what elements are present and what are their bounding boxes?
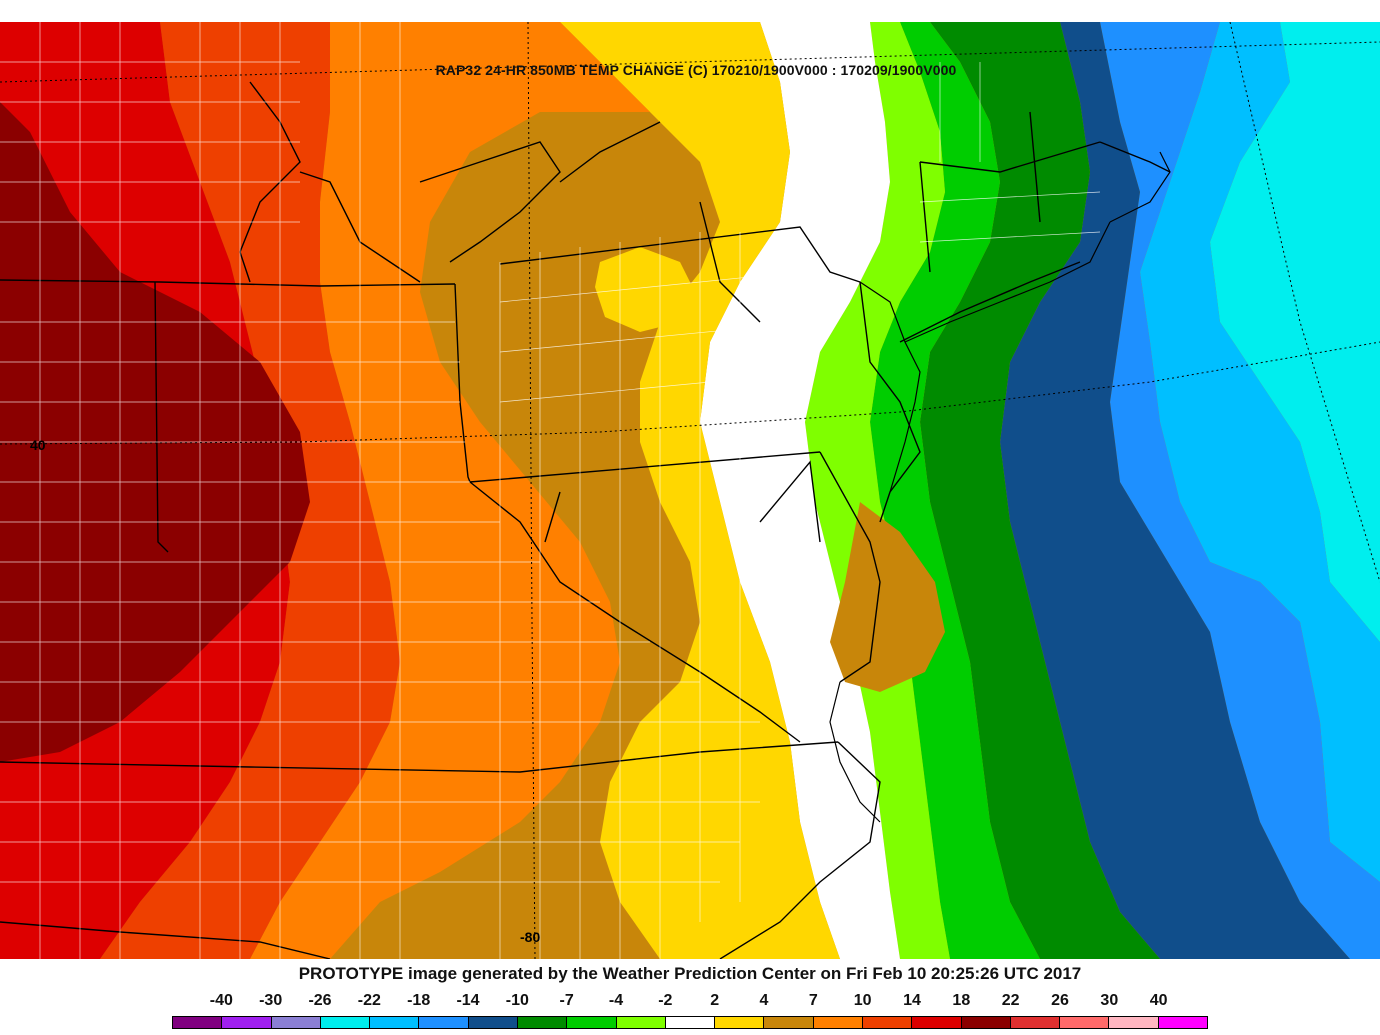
county-boundaries <box>0 22 1101 959</box>
map-title: RAP32 24-HR 850MB TEMP CHANGE (C) 170210… <box>435 62 957 78</box>
map-panel: 40 -80 RAP32 24-HR 850MB TEMP CHANGE (C)… <box>0 22 1380 959</box>
band-cyan <box>1210 22 1380 642</box>
footer-text: PROTOTYPE image generated by the Weather… <box>298 964 1082 983</box>
legend-label: -2 <box>658 992 673 1009</box>
lat-lon-grid <box>0 22 1380 959</box>
band-orange <box>250 22 650 959</box>
legend-swatch <box>665 1017 716 1028</box>
legend-label: 4 <box>759 992 769 1009</box>
legend-swatch <box>173 1017 223 1028</box>
legend-color-bar <box>172 1016 1208 1029</box>
band-deepskyblue <box>1140 22 1380 882</box>
band-redorange <box>100 22 400 959</box>
coastline <box>829 151 1171 823</box>
legend-label: 7 <box>808 992 818 1009</box>
legend-swatch <box>370 1017 420 1028</box>
band-green <box>870 22 1040 959</box>
temperature-change-map: 40 -80 <box>0 22 1380 959</box>
legend-swatch <box>715 1017 765 1028</box>
band-darkgreen <box>920 22 1160 959</box>
band-dodgerblue <box>1100 22 1380 959</box>
band-navy <box>1000 22 1350 959</box>
legend-swatch <box>1109 1017 1159 1028</box>
legend-label: -4 <box>608 992 624 1009</box>
band-white <box>700 22 900 959</box>
legend-label: -30 <box>259 992 283 1009</box>
legend-label: -18 <box>407 992 431 1009</box>
legend-swatch <box>222 1017 272 1028</box>
legend-swatch <box>419 1017 469 1028</box>
legend-swatch <box>271 1017 321 1028</box>
legend-swatch <box>468 1017 518 1028</box>
legend-swatch <box>912 1017 962 1028</box>
legend-swatch <box>320 1017 371 1028</box>
legend-label: 30 <box>1100 992 1119 1009</box>
legend-label: -22 <box>357 992 381 1009</box>
legend-label: 10 <box>853 992 872 1009</box>
legend-label: 22 <box>1001 992 1020 1009</box>
legend-label: -10 <box>505 992 529 1009</box>
legend-swatch <box>862 1017 913 1028</box>
legend-swatch <box>616 1017 666 1028</box>
legend-label: 18 <box>952 992 971 1009</box>
legend-swatch <box>1060 1017 1110 1028</box>
legend-label: 14 <box>903 992 921 1009</box>
legend-swatch <box>813 1017 863 1028</box>
legend-labels: -40 -30 -26 -22 -18 -14 -10 -7 -4 -2 2 4 7 10 14 18 22 26… <box>0 992 1380 1014</box>
legend-swatch <box>1010 1017 1061 1028</box>
longitude-label: -80 <box>520 929 540 945</box>
legend-swatch <box>1158 1017 1207 1028</box>
latitude-label: 40 <box>30 437 46 453</box>
legend-label: 26 <box>1051 992 1069 1009</box>
legend-label: -7 <box>559 992 574 1009</box>
legend-swatch <box>961 1017 1011 1028</box>
legend-label: 40 <box>1149 992 1168 1009</box>
band-darkred <box>0 102 310 762</box>
legend-swatch <box>764 1017 814 1028</box>
legend-label: 2 <box>710 992 720 1009</box>
legend-swatch <box>517 1017 568 1028</box>
legend-label: -40 <box>209 992 233 1009</box>
legend-swatch <box>567 1017 617 1028</box>
band-brown-pocket <box>830 502 945 692</box>
legend-label: -14 <box>456 992 480 1009</box>
legend-label: -26 <box>308 992 332 1009</box>
band-chartreuse <box>805 22 950 959</box>
